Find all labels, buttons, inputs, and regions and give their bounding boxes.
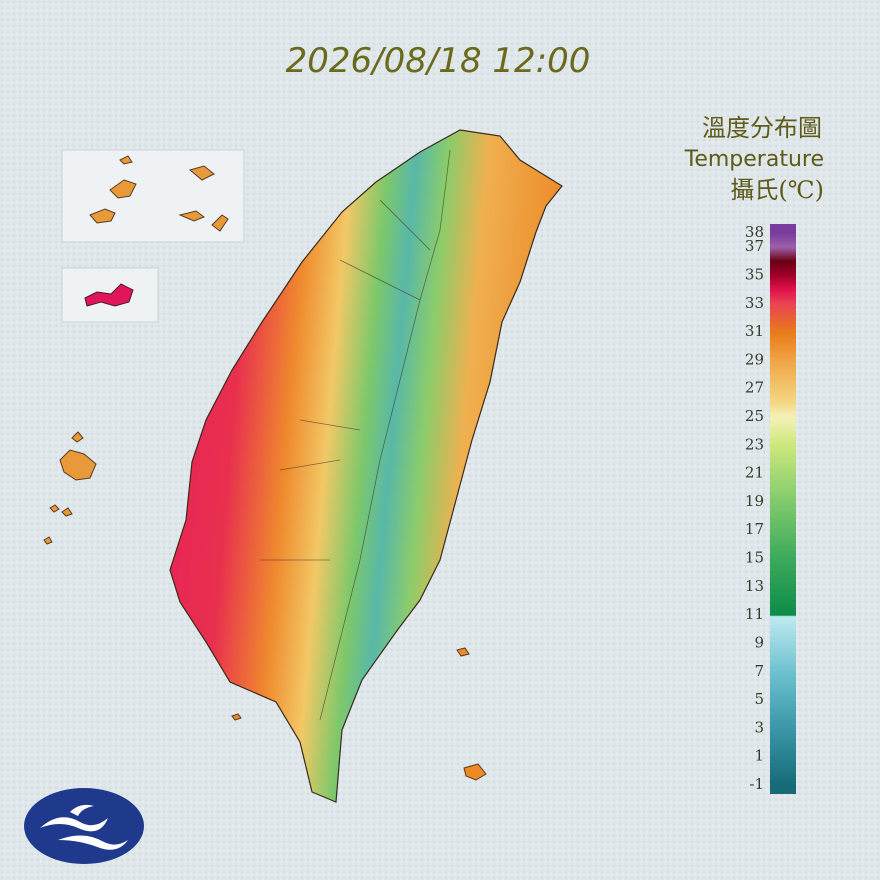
tick-label: 13 [745,577,764,595]
legend-title: 溫度分布圖 [702,114,822,142]
tick-label: 7 [754,662,764,680]
penghu [43,431,97,545]
legend-subtitle: Temperature [684,147,824,172]
taiwan [169,129,563,803]
tick-label: 29 [745,350,764,368]
county-borders [260,149,451,721]
tick-label: 5 [754,690,764,708]
tick-label: 9 [754,633,764,651]
islands [89,155,229,232]
tick-label: 31 [745,322,764,340]
tick-label: 37 [745,237,764,255]
tick-label: 38 [745,223,764,241]
tick-label: 1 [754,747,764,765]
island [84,283,134,307]
tick-label: 25 [745,407,764,425]
tick-label: 33 [745,294,764,312]
logo-mark [40,804,128,850]
tick-label: 19 [745,492,764,510]
tick-label: 35 [745,265,764,283]
tick-label: 11 [745,605,764,623]
tick-label: 23 [745,435,764,453]
colorbar-fill [770,224,796,794]
map-title: 2026/08/18 12:00 [286,41,591,81]
tick-label: 21 [745,464,764,482]
islands [231,647,487,781]
tick-label: -1 [749,775,764,793]
tick-label: 15 [745,549,764,567]
legend-unit: 攝氏(℃) [730,176,824,204]
tick-label: 3 [754,718,764,736]
tick-label: 27 [745,379,764,397]
tick-label: 17 [745,520,764,538]
